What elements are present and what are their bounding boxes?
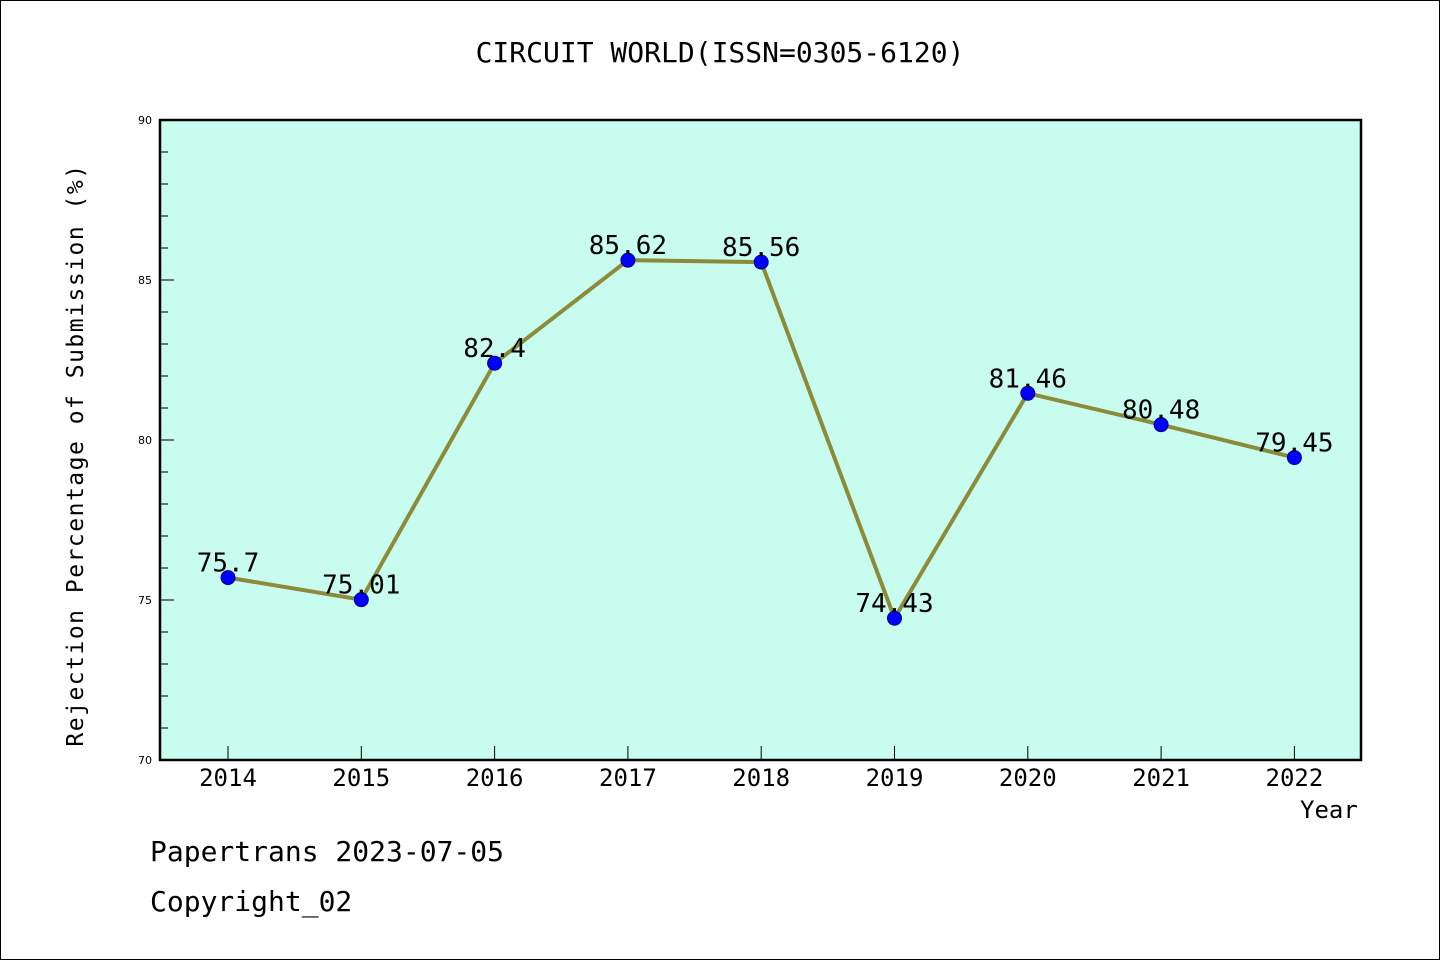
data-point bbox=[620, 252, 636, 268]
x-tick-label: 2016 bbox=[466, 764, 524, 792]
footer-date: Papertrans 2023-07-05 bbox=[150, 835, 505, 868]
data-point bbox=[1286, 450, 1302, 466]
data-label: 74.43 bbox=[855, 589, 933, 619]
x-tick-label: 2018 bbox=[732, 764, 790, 792]
y-tick-label: 90 bbox=[138, 114, 152, 127]
data-point bbox=[487, 355, 503, 371]
data-point bbox=[353, 592, 369, 608]
plot-border bbox=[158, 118, 1363, 762]
plot-area bbox=[160, 120, 1361, 760]
x-tick-label: 2017 bbox=[599, 764, 657, 792]
data-point bbox=[753, 254, 769, 270]
data-point bbox=[887, 610, 902, 626]
y-tick-label: 75 bbox=[138, 594, 152, 607]
data-point bbox=[1153, 417, 1169, 433]
data-point bbox=[1020, 385, 1036, 401]
chart-title: CIRCUIT WORLD(ISSN=0305-6120) bbox=[475, 36, 965, 69]
x-tick-label: 2020 bbox=[999, 764, 1057, 792]
x-tick-label: 2019 bbox=[866, 764, 924, 792]
data-label: 81.46 bbox=[989, 364, 1067, 394]
data-label: 75.01 bbox=[322, 571, 400, 601]
x-axis-label: Year bbox=[1300, 796, 1358, 824]
data-label: 85.62 bbox=[589, 231, 667, 261]
data-label: 79.45 bbox=[1255, 429, 1333, 459]
data-point bbox=[220, 570, 236, 586]
x-tick-label: 2022 bbox=[1266, 764, 1324, 792]
data-label: 82.4 bbox=[463, 334, 526, 364]
y-tick-label: 80 bbox=[138, 434, 152, 447]
y-tick-label: 70 bbox=[138, 754, 152, 767]
data-label: 80.48 bbox=[1122, 396, 1200, 426]
data-label: 85.56 bbox=[722, 233, 800, 263]
x-tick-label: 2015 bbox=[332, 764, 390, 792]
footer-copyright: Copyright_02 bbox=[150, 885, 353, 918]
y-tick-label: 85 bbox=[138, 274, 152, 287]
x-tick-label: 2014 bbox=[199, 764, 257, 792]
x-tick-label: 2021 bbox=[1132, 764, 1190, 792]
data-label: 75.7 bbox=[197, 549, 260, 579]
